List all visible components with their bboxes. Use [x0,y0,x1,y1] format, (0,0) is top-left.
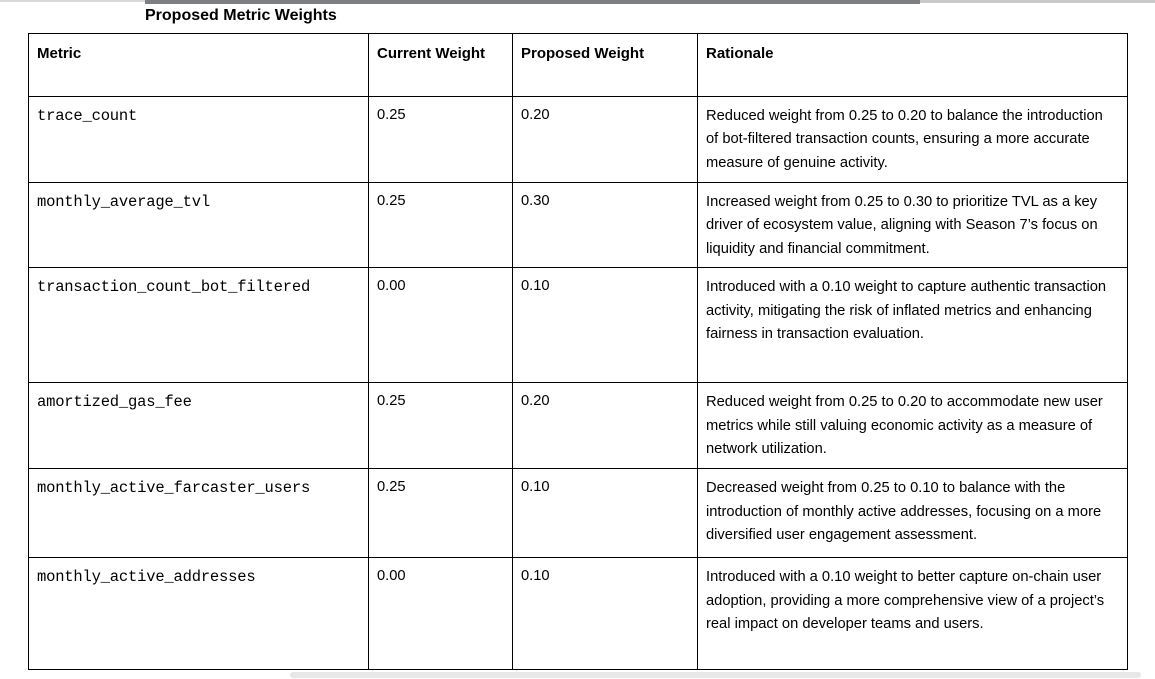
table-row: transaction_count_bot_filtered 0.00 0.10… [28,267,1128,384]
current-weight-cell: 0.25 [368,382,513,470]
metric-name-cell: trace_count [28,96,369,183]
metric-name-cell: monthly_average_tvl [28,181,369,269]
metric-name-cell: monthly_active_addresses [28,557,369,671]
rationale-cell: Decreased weight from 0.25 to 0.10 to ba… [697,468,1128,559]
table-header-row: Metric Current Weight Proposed Weight Ra… [28,33,1128,97]
current-weight-cell: 0.25 [368,181,513,269]
window-edge-strip-right [920,0,1155,3]
proposed-weight-cell: 0.20 [512,96,698,183]
proposed-weight-cell: 0.30 [512,181,698,269]
metric-weights-table: Metric Current Weight Proposed Weight Ra… [28,33,1128,671]
table-row: monthly_active_addresses 0.00 0.10 Intro… [28,557,1128,671]
proposed-weight-cell: 0.10 [512,267,698,384]
metric-name-cell: transaction_count_bot_filtered [28,267,369,384]
current-weight-cell: 0.25 [368,96,513,183]
table-row: monthly_average_tvl 0.25 0.30 Increased … [28,181,1128,269]
metric-name-cell: amortized_gas_fee [28,382,369,470]
rationale-cell: Reduced weight from 0.25 to 0.20 to acco… [697,382,1128,470]
rationale-cell: Introduced with a 0.10 weight to capture… [697,267,1128,384]
rationale-cell: Increased weight from 0.25 to 0.30 to pr… [697,181,1128,269]
table-row: trace_count 0.25 0.20 Reduced weight fro… [28,96,1128,183]
proposed-weight-cell: 0.10 [512,557,698,671]
current-weight-cell: 0.00 [368,267,513,384]
current-weight-cell: 0.00 [368,557,513,671]
window-edge-strip-dark [145,0,920,4]
col-header-rationale: Rationale [697,33,1128,97]
page-title: Proposed Metric Weights [145,7,337,24]
current-weight-cell: 0.25 [368,468,513,559]
horizontal-scrollbar[interactable] [290,672,1141,678]
rationale-cell: Introduced with a 0.10 weight to better … [697,557,1128,671]
table-row: amortized_gas_fee 0.25 0.20 Reduced weig… [28,382,1128,470]
col-header-proposed-weight: Proposed Weight [512,33,698,97]
proposed-weight-cell: 0.20 [512,382,698,470]
col-header-metric: Metric [28,33,369,97]
table-row: monthly_active_farcaster_users 0.25 0.10… [28,468,1128,559]
window-edge-strip-left [0,0,145,2]
proposed-weight-cell: 0.10 [512,468,698,559]
metric-name-cell: monthly_active_farcaster_users [28,468,369,559]
rationale-cell: Reduced weight from 0.25 to 0.20 to bala… [697,96,1128,183]
col-header-current-weight: Current Weight [368,33,513,97]
